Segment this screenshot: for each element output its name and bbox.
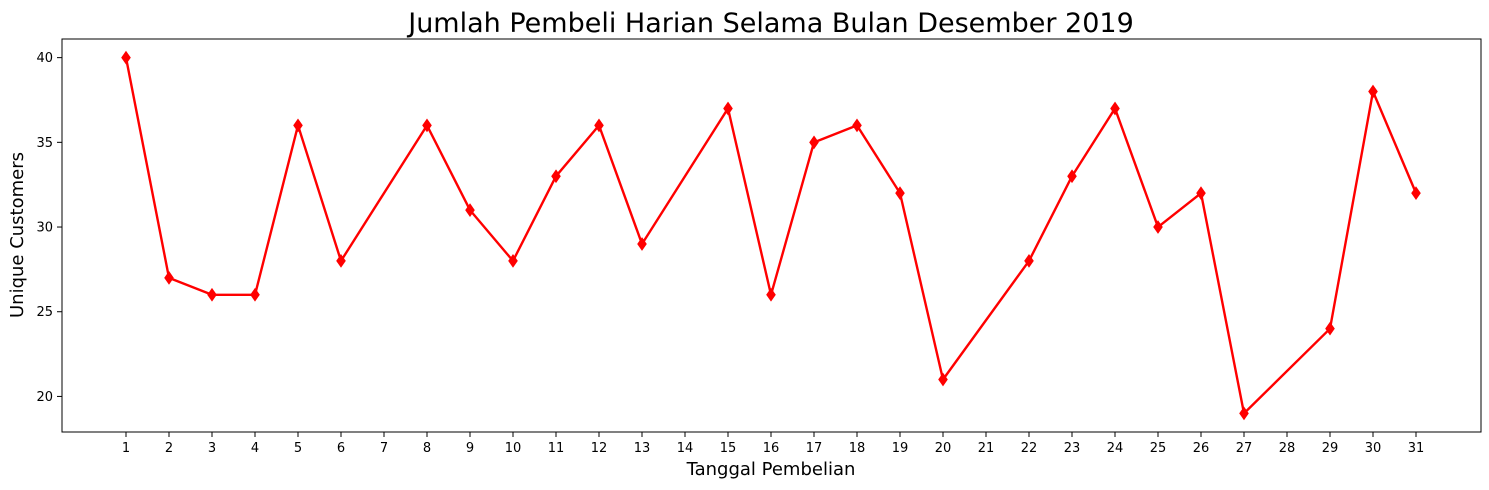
data-point-marker [422, 118, 432, 133]
data-point-marker [508, 254, 518, 268]
data-point-marker [1411, 186, 1421, 201]
y-tick-label: 25 [36, 305, 53, 320]
data-point-marker [207, 287, 217, 302]
y-tick-label: 35 [36, 136, 53, 151]
data-point-marker [1153, 220, 1163, 234]
x-tick-label: 18 [849, 441, 866, 456]
x-tick-label: 22 [1021, 441, 1038, 456]
data-point-marker [1110, 101, 1120, 116]
x-tick-label: 17 [806, 441, 823, 456]
data-point-marker [938, 372, 948, 387]
y-tick-label: 20 [36, 390, 53, 405]
data-point-marker [852, 118, 862, 133]
x-tick-label: 6 [337, 441, 345, 456]
data-point-marker [336, 254, 346, 268]
x-tick-label: 19 [892, 441, 909, 456]
x-tick-label: 7 [380, 441, 388, 456]
x-tick-label: 8 [423, 441, 431, 456]
x-tick-label: 10 [505, 441, 522, 456]
x-tick-label: 15 [720, 441, 737, 456]
x-tick-label: 16 [763, 441, 780, 456]
x-tick-label: 3 [208, 441, 216, 456]
x-tick-label: 12 [591, 441, 608, 456]
x-tick-label: 30 [1365, 441, 1382, 456]
series-line [124, 57, 1418, 415]
data-point-marker [637, 237, 647, 251]
x-axis-ticks: 1 2 3 4 5 6 7 8 9 10 11 12 13 14 15 16 17 18 19 20 21 22 23 24 2… [122, 432, 1424, 456]
y-axis-ticks: 20 25 30 35 40 [36, 51, 62, 405]
x-tick-label: 21 [978, 441, 995, 456]
x-tick-label: 20 [935, 441, 952, 456]
data-point-marker [1067, 169, 1077, 184]
x-tick-label: 28 [1279, 441, 1296, 456]
x-tick-label: 29 [1322, 441, 1339, 456]
data-point-marker [723, 101, 733, 116]
data-point-marker [766, 287, 776, 302]
x-tick-label: 13 [634, 441, 651, 456]
y-tick-label: 40 [36, 51, 53, 66]
data-point-marker [809, 135, 819, 150]
x-tick-label: 26 [1193, 441, 1210, 456]
x-tick-label: 1 [122, 441, 130, 456]
x-tick-label: 5 [294, 441, 302, 456]
data-point-marker [1024, 254, 1034, 268]
data-point-marker [1239, 406, 1249, 421]
x-tick-label: 23 [1064, 441, 1081, 456]
chart-title: Jumlah Pembeli Harian Selama Bulan Desem… [406, 8, 1134, 39]
x-tick-label: 31 [1408, 441, 1425, 456]
x-tick-label: 4 [251, 441, 259, 456]
data-point-marker [1368, 84, 1378, 99]
data-point-marker [465, 203, 475, 217]
y-tick-label: 30 [36, 221, 53, 236]
x-tick-label: 14 [677, 441, 694, 456]
x-tick-label: 24 [1107, 441, 1124, 456]
data-point-marker [594, 118, 604, 133]
data-point-marker [895, 186, 905, 201]
x-tick-label: 25 [1150, 441, 1167, 456]
data-point-marker [293, 118, 303, 133]
data-point-marker [121, 50, 131, 65]
data-point-marker [250, 287, 260, 302]
data-point-marker [1325, 321, 1335, 336]
x-axis-label: Tanggal Pembelian [686, 459, 856, 480]
data-point-marker [551, 169, 561, 184]
x-tick-label: 27 [1236, 441, 1253, 456]
plot-area-frame [61, 38, 1482, 433]
x-tick-label: 2 [165, 441, 173, 456]
data-point-marker [1196, 186, 1206, 201]
data-point-marker [164, 270, 174, 285]
x-tick-label: 9 [466, 441, 474, 456]
x-tick-label: 11 [548, 441, 565, 456]
series-line-group [121, 50, 1421, 421]
y-axis-label: Unique Customers [7, 152, 28, 318]
